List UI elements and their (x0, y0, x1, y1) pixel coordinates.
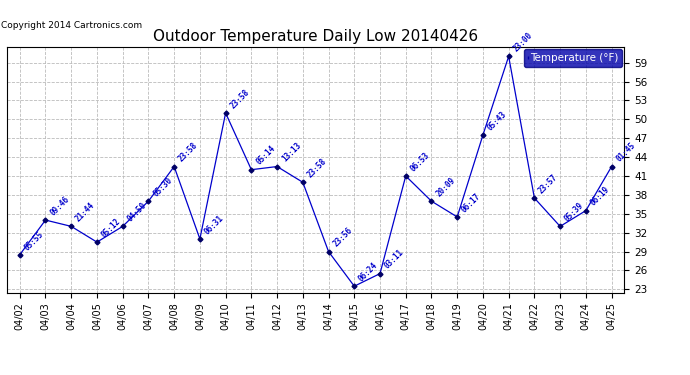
Text: 06:19: 06:19 (589, 185, 611, 208)
Text: 05:14: 05:14 (254, 144, 277, 167)
Text: 01:45: 01:45 (614, 141, 637, 164)
Text: 20:09: 20:09 (434, 176, 457, 198)
Text: 06:17: 06:17 (460, 191, 483, 214)
Text: 23:58: 23:58 (177, 141, 199, 164)
Text: 05:39: 05:39 (563, 201, 586, 223)
Text: 06:24: 06:24 (357, 261, 380, 284)
Text: 23:57: 23:57 (538, 172, 560, 195)
Text: 21:44: 21:44 (74, 201, 97, 223)
Text: 06:31: 06:31 (203, 213, 226, 236)
Text: 23:56: 23:56 (331, 226, 354, 249)
Text: 23:58: 23:58 (306, 157, 328, 180)
Text: 23:00: 23:00 (511, 31, 534, 54)
Text: 06:53: 06:53 (408, 150, 431, 173)
Text: 05:43: 05:43 (486, 110, 509, 132)
Text: 05:55: 05:55 (23, 229, 46, 252)
Text: Copyright 2014 Cartronics.com: Copyright 2014 Cartronics.com (1, 21, 142, 30)
Legend: Temperature (°F): Temperature (°F) (524, 49, 622, 67)
Text: 05:12: 05:12 (100, 217, 122, 239)
Title: Outdoor Temperature Daily Low 20140426: Outdoor Temperature Daily Low 20140426 (153, 29, 478, 44)
Text: 03:11: 03:11 (383, 248, 406, 271)
Text: 04:50: 04:50 (126, 201, 148, 223)
Text: 13:13: 13:13 (280, 141, 303, 164)
Text: 23:58: 23:58 (228, 87, 251, 110)
Text: 09:46: 09:46 (48, 195, 71, 217)
Text: 05:30: 05:30 (151, 176, 174, 198)
